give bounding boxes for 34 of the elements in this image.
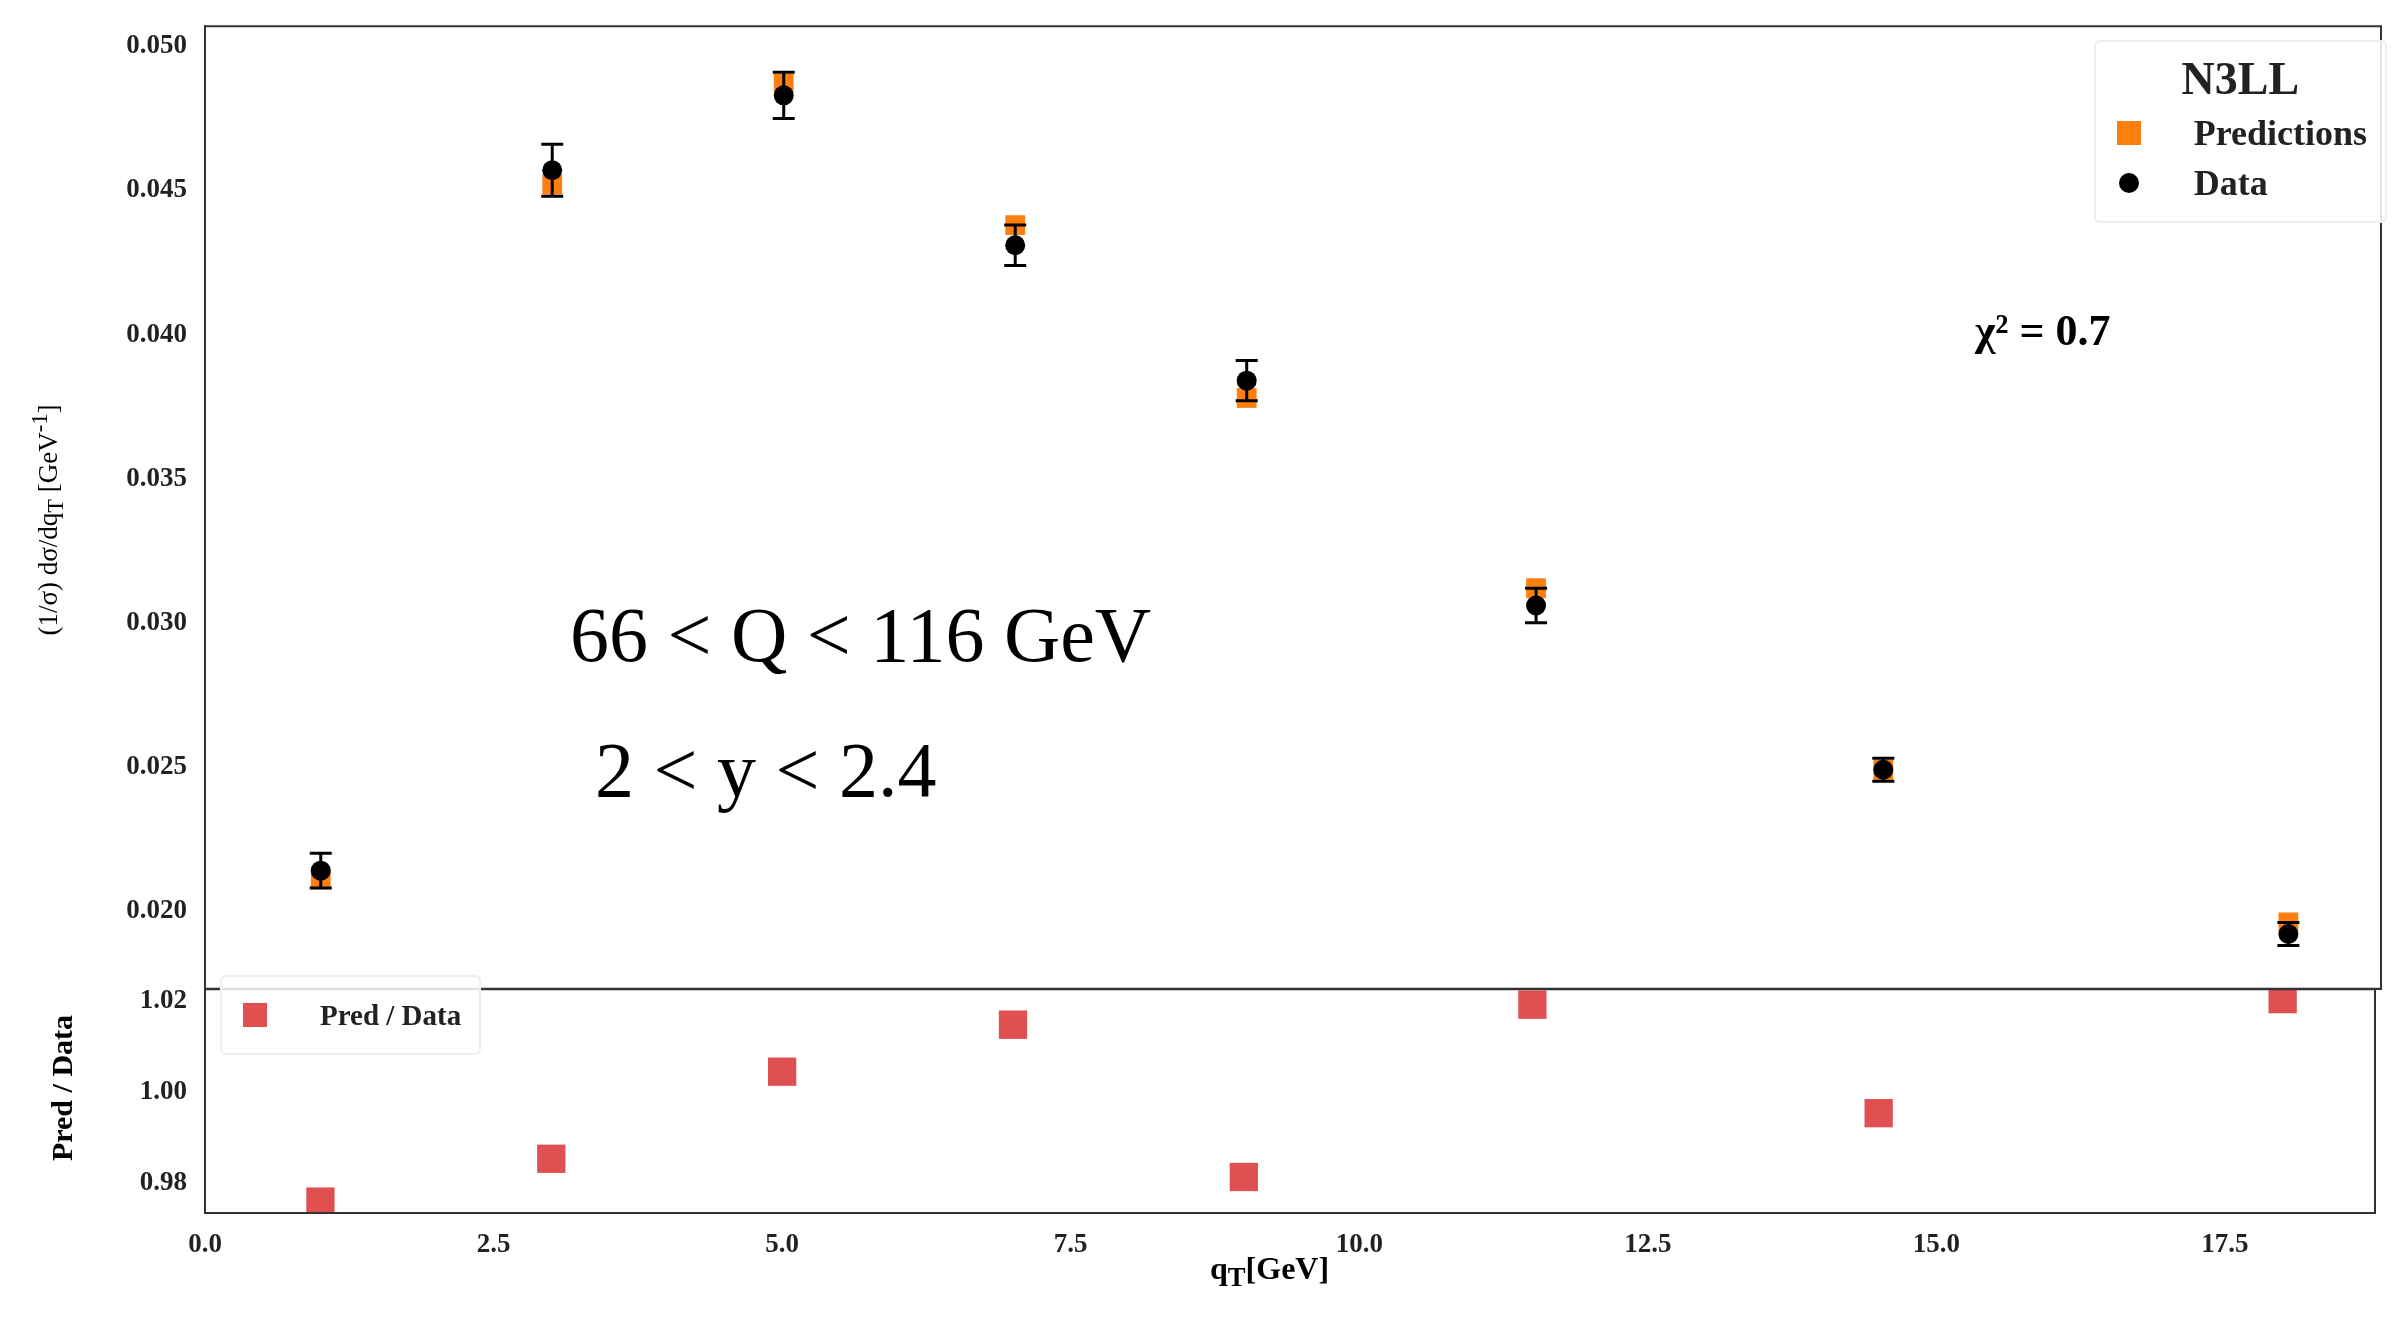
y-tick-label: 1.02 xyxy=(139,983,187,1014)
point xyxy=(306,1187,335,1213)
y-axis-title: Pred / Data xyxy=(45,1014,79,1162)
x-tick-label: 0.0 xyxy=(188,1228,222,1259)
x-tick-label: 12.5 xyxy=(1624,1228,1672,1259)
point xyxy=(767,1057,797,1086)
x-tick-label: 7.5 xyxy=(1053,1228,1088,1259)
annotation: 66 < Q < 116 GeV xyxy=(570,590,1152,680)
y-tick-label: 0.040 xyxy=(126,317,187,348)
point xyxy=(1518,990,1547,1019)
x-tick-label: 17.5 xyxy=(2201,1228,2249,1259)
x-tick-label: 15.0 xyxy=(1912,1228,1961,1259)
x-tick-label: 5.0 xyxy=(765,1228,799,1259)
annotation: χ² = 0.7 xyxy=(1975,305,2111,356)
y-tick-label: 0.035 xyxy=(126,461,187,492)
y-tick-label: 0.050 xyxy=(126,29,187,60)
legend-title: N3LL xyxy=(2180,52,2301,105)
x-tick-label: 2.5 xyxy=(476,1228,511,1259)
x-tick-label: 10.0 xyxy=(1335,1228,1383,1259)
y-tick-label: 0.020 xyxy=(126,893,187,924)
point xyxy=(1229,1162,1258,1192)
y-tick-label: 0.045 xyxy=(126,173,187,204)
point xyxy=(1864,1099,1893,1128)
x-axis-title: q$_{T}$[GeV] xyxy=(1210,1250,1330,1294)
legend-label: Predictions xyxy=(2193,112,2367,154)
annotation: 2 < y < 2.4 xyxy=(595,725,937,815)
y-tick-label: 0.025 xyxy=(126,749,187,780)
legend-label: Data xyxy=(2193,162,2268,204)
legend-label: Pred / Data xyxy=(320,998,462,1032)
y-tick-label: 0.030 xyxy=(126,605,187,636)
point xyxy=(537,1144,566,1173)
y-tick-label: 0.98 xyxy=(139,1165,187,1196)
point xyxy=(998,1010,1028,1039)
y-tick-label: 1.00 xyxy=(139,1074,187,1105)
